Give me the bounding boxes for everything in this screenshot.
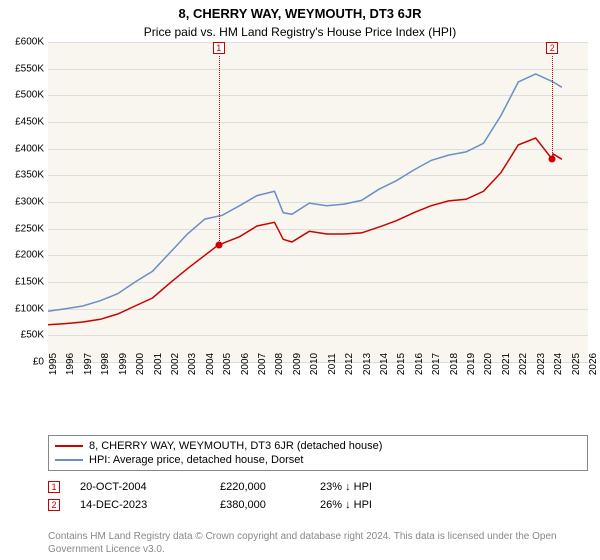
x-axis-tick: 2008 xyxy=(274,353,285,375)
y-axis-tick: £600K xyxy=(15,37,44,48)
x-axis-tick: 1997 xyxy=(83,353,94,375)
x-axis-tick: 2002 xyxy=(170,353,181,375)
event-date: 14-DEC-2023 xyxy=(80,499,200,511)
x-axis-tick: 2013 xyxy=(362,353,373,375)
y-axis-tick: £300K xyxy=(15,197,44,208)
x-axis-tick: 2020 xyxy=(483,353,494,375)
marker-dot xyxy=(215,241,222,248)
x-axis-tick: 1999 xyxy=(118,353,129,375)
y-axis-tick: £150K xyxy=(15,277,44,288)
chart-title-address: 8, CHERRY WAY, WEYMOUTH, DT3 6JR xyxy=(0,0,600,21)
x-axis-tick: 2005 xyxy=(222,353,233,375)
x-axis-tick: 2014 xyxy=(379,353,390,375)
event-hpi: 23% ↓ HPI xyxy=(320,481,588,493)
y-axis-tick: £450K xyxy=(15,117,44,128)
x-axis-tick: 2025 xyxy=(571,353,582,375)
legend-swatch xyxy=(55,445,83,447)
legend-label: HPI: Average price, detached house, Dors… xyxy=(89,454,303,466)
y-axis-tick: £200K xyxy=(15,250,44,261)
x-axis-tick: 2016 xyxy=(414,353,425,375)
event-price: £380,000 xyxy=(220,499,300,511)
chart-area: 12 £0£50K£100K£150K£200K£250K£300K£350K£… xyxy=(0,42,600,402)
y-axis-tick: £250K xyxy=(15,223,44,234)
x-axis-tick: 1998 xyxy=(100,353,111,375)
x-axis-tick: 2017 xyxy=(431,353,442,375)
legend-label: 8, CHERRY WAY, WEYMOUTH, DT3 6JR (detach… xyxy=(89,440,382,452)
x-axis-tick: 2021 xyxy=(501,353,512,375)
legend: 8, CHERRY WAY, WEYMOUTH, DT3 6JR (detach… xyxy=(48,435,588,471)
x-axis-tick: 2018 xyxy=(449,353,460,375)
x-axis-tick: 2000 xyxy=(135,353,146,375)
plot-area: 12 xyxy=(48,42,588,362)
event-marker-box: 1 xyxy=(48,481,60,493)
marker-line xyxy=(552,56,553,159)
y-axis-tick: £100K xyxy=(15,303,44,314)
marker-box: 1 xyxy=(213,42,225,54)
x-axis-tick: 2026 xyxy=(588,353,599,375)
x-axis-tick: 2023 xyxy=(536,353,547,375)
y-axis-tick: £0 xyxy=(33,357,44,368)
x-axis-tick: 1995 xyxy=(48,353,59,375)
marker-dot xyxy=(549,156,556,163)
attribution-text: Contains HM Land Registry data © Crown c… xyxy=(48,530,588,556)
y-axis-tick: £550K xyxy=(15,63,44,74)
y-axis-tick: £400K xyxy=(15,143,44,154)
x-axis-tick: 2015 xyxy=(396,353,407,375)
x-axis-tick: 2003 xyxy=(187,353,198,375)
chart-title-subtitle: Price paid vs. HM Land Registry's House … xyxy=(0,21,600,39)
x-axis-tick: 2004 xyxy=(205,353,216,375)
y-axis-tick: £350K xyxy=(15,170,44,181)
events-table: 1 20-OCT-2004 £220,000 23% ↓ HPI 2 14-DEC-202… xyxy=(48,478,588,514)
legend-item: 8, CHERRY WAY, WEYMOUTH, DT3 6JR (detach… xyxy=(55,439,581,453)
marker-box: 2 xyxy=(546,42,558,54)
event-date: 20-OCT-2004 xyxy=(80,481,200,493)
x-axis-tick: 2022 xyxy=(518,353,529,375)
y-axis-tick: £50K xyxy=(21,330,44,341)
event-row: 1 20-OCT-2004 £220,000 23% ↓ HPI xyxy=(48,478,588,496)
x-axis-tick: 2019 xyxy=(466,353,477,375)
x-axis-tick: 2007 xyxy=(257,353,268,375)
x-axis-tick: 2012 xyxy=(344,353,355,375)
event-row: 2 14-DEC-2023 £380,000 26% ↓ HPI xyxy=(48,496,588,514)
x-axis-tick: 2001 xyxy=(153,353,164,375)
x-axis-tick: 2010 xyxy=(309,353,320,375)
x-axis-tick: 1996 xyxy=(65,353,76,375)
legend-item: HPI: Average price, detached house, Dors… xyxy=(55,453,581,467)
x-axis-tick: 2009 xyxy=(292,353,303,375)
legend-swatch xyxy=(55,459,83,461)
y-axis-tick: £500K xyxy=(15,90,44,101)
x-axis-tick: 2024 xyxy=(553,353,564,375)
chart-container: 8, CHERRY WAY, WEYMOUTH, DT3 6JR Price p… xyxy=(0,0,600,560)
marker-line xyxy=(219,56,220,245)
event-price: £220,000 xyxy=(220,481,300,493)
event-marker-box: 2 xyxy=(48,499,60,511)
event-hpi: 26% ↓ HPI xyxy=(320,499,588,511)
x-axis-tick: 2006 xyxy=(240,353,251,375)
x-axis-tick: 2011 xyxy=(327,353,338,375)
